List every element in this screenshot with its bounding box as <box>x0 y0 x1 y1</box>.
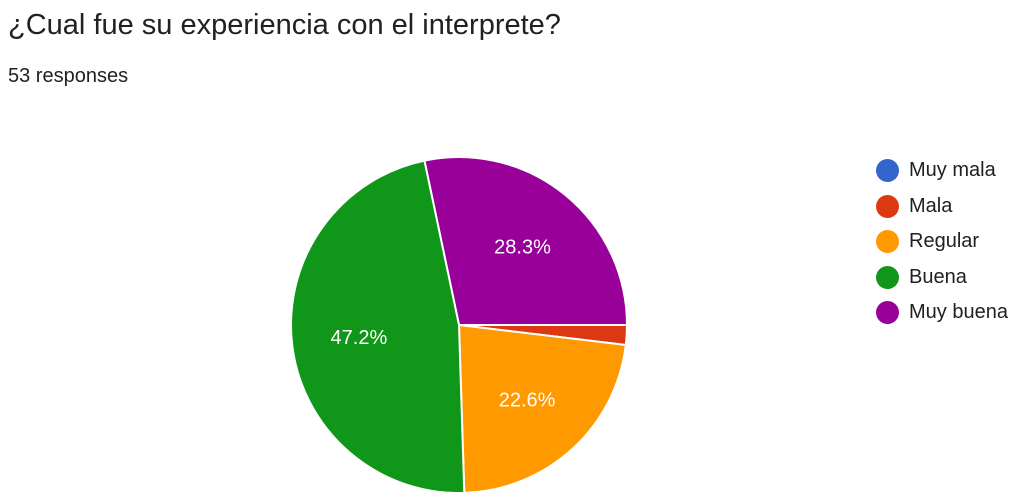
legend-label: Regular <box>909 230 980 253</box>
legend-swatch-icon <box>876 301 899 325</box>
slice-label-regular: 22.6% <box>499 389 556 411</box>
legend-swatch-icon <box>876 230 899 254</box>
legend-label: Mala <box>909 194 953 217</box>
legend-swatch-icon <box>876 194 899 218</box>
legend-item-regular[interactable]: Regular <box>876 224 1008 260</box>
legend-swatch-icon <box>876 159 899 183</box>
legend-item-mala[interactable]: Mala <box>876 189 1008 225</box>
legend-label: Muy mala <box>909 159 996 182</box>
legend-item-buena[interactable]: Buena <box>876 260 1008 296</box>
pie-slice-buena[interactable] <box>290 159 466 494</box>
chart-legend: Muy mala Mala Regular Buena Muy buena <box>876 153 1008 331</box>
slice-label-muy-buena: 28.3% <box>494 237 551 259</box>
response-count: 53 responses <box>8 65 129 87</box>
legend-label: Buena <box>909 265 967 288</box>
pie-slice-muy-buena[interactable] <box>423 156 629 326</box>
pie-slice-regular[interactable] <box>457 323 627 494</box>
legend-label: Muy buena <box>909 301 1008 324</box>
slice-label-buena: 47.2% <box>331 327 388 349</box>
legend-item-muy-buena[interactable]: Muy buena <box>876 295 1008 331</box>
legend-item-muy-mala[interactable]: Muy mala <box>876 153 1008 189</box>
chart-title: ¿Cual fue su experiencia con el interpre… <box>8 9 561 41</box>
legend-swatch-icon <box>876 265 899 289</box>
